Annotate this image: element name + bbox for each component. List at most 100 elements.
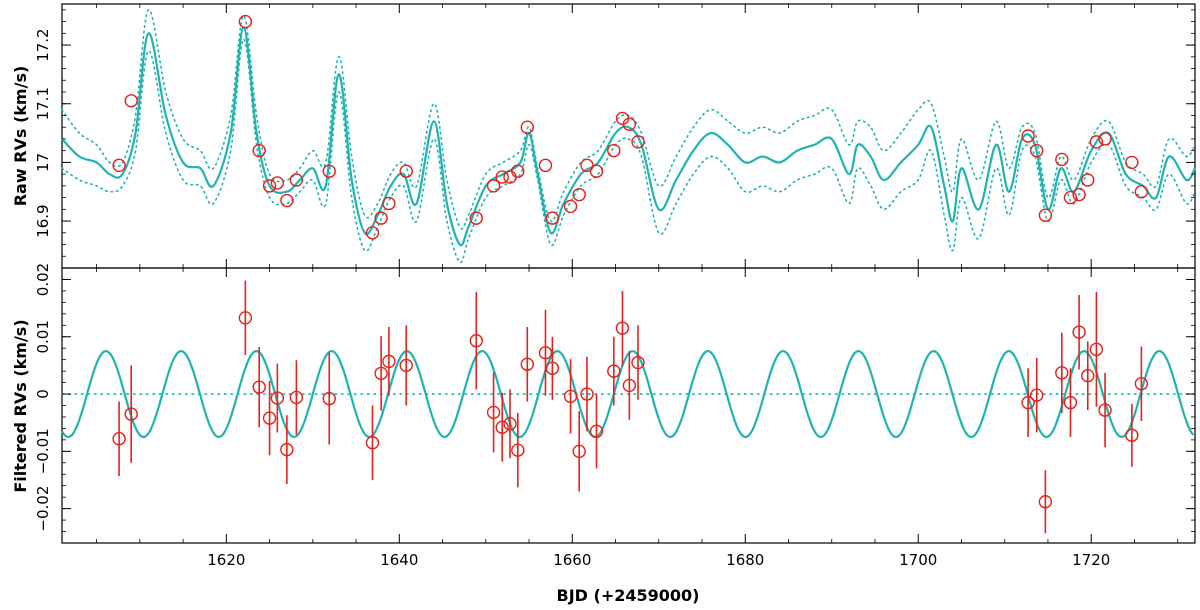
top-panel-y-axis: 16.9 17 17.1 17.2 <box>34 9 1195 257</box>
raw-rv-point <box>1021 129 1035 143</box>
filtered-rv-point <box>622 378 637 393</box>
raw-rv-point <box>374 211 388 225</box>
raw-rv-point <box>580 158 594 173</box>
x-tick-label: 1700 <box>899 551 937 569</box>
raw-rv-point <box>503 170 517 184</box>
filtered-rv-point <box>1072 325 1086 339</box>
top-panel-x-ticks <box>96 4 1179 268</box>
filtered-rv-point <box>289 390 304 405</box>
raw-model-lower-line <box>61 38 1196 264</box>
bottom-ytick-label: −0.01 <box>34 428 52 474</box>
filtered-rv-point <box>322 391 336 406</box>
bottom-panel-y-axis: −0.02 −0.01 0 0.01 0.02 <box>34 263 1195 544</box>
filtered-rv-point <box>589 424 604 438</box>
filtered-rv-point <box>1055 366 1069 380</box>
top-ytick-label: 17.1 <box>34 87 52 120</box>
filtered-rv-point <box>511 443 525 457</box>
raw-rv-point <box>280 193 294 208</box>
raw-model-line <box>61 26 1196 247</box>
raw-rv-point <box>607 143 621 158</box>
raw-rv-point <box>538 158 553 173</box>
filtered-rv-point <box>270 391 285 405</box>
bottom-panel-series <box>61 280 1196 534</box>
top-ytick-label: 17.2 <box>34 28 52 61</box>
raw-rv-point <box>520 120 535 134</box>
filtered-rv-point <box>615 321 630 335</box>
raw-rv-point <box>631 135 645 149</box>
raw-rv-point <box>1134 185 1149 199</box>
filtered-rv-point <box>545 361 560 375</box>
raw-rv-point <box>1098 132 1112 146</box>
top-ytick-label: 16.9 <box>34 204 52 237</box>
raw-rv-point <box>1125 155 1139 170</box>
filtered-rv-point <box>631 355 645 370</box>
filtered-rv-point <box>563 389 578 404</box>
raw-rv-point <box>399 164 413 178</box>
bottom-ytick-label: 0.02 <box>34 263 52 296</box>
raw-rv-point <box>1055 152 1069 167</box>
bottom-ytick-label: 0 <box>34 389 52 399</box>
raw-rv-point <box>1038 208 1053 222</box>
raw-rv-point <box>289 173 304 187</box>
filtered-rv-point <box>607 364 621 378</box>
filtered-rv-point <box>1089 342 1104 357</box>
filtered-rv-point <box>1081 369 1095 383</box>
raw-rv-point <box>252 143 266 158</box>
raw-rv-point <box>1072 187 1086 202</box>
filtered-rv-point <box>382 354 396 369</box>
raw-rv-point <box>262 179 277 193</box>
sinusoid-model-line <box>61 349 1195 439</box>
filtered-rv-point <box>1125 428 1139 442</box>
filtered-rv-point <box>112 432 126 446</box>
filtered-rv-point <box>1098 403 1112 417</box>
bottom-panel-frame <box>61 267 1196 544</box>
filtered-rv-point <box>495 420 509 434</box>
filtered-rv-point <box>374 366 388 381</box>
raw-rv-point <box>1081 173 1095 187</box>
filtered-rv-point <box>520 357 535 371</box>
raw-rv-point <box>1063 190 1078 205</box>
bottom-ytick-label: 0.01 <box>34 320 52 353</box>
x-axis-title: BJD (+2459000) <box>557 586 700 605</box>
filtered-rv-point <box>538 346 553 360</box>
filtered-rv-point <box>280 442 294 457</box>
x-tick-label: 1640 <box>380 551 418 569</box>
top-panel: 16.9 17 17.1 17.2 Raw RVs (km/s) <box>11 3 1196 269</box>
raw-rv-point <box>322 164 336 178</box>
raw-rv-point <box>1030 143 1044 158</box>
x-tick-label: 1720 <box>1072 551 1110 569</box>
bottom-y-axis-title: Filtered RVs (km/s) <box>11 319 30 492</box>
raw-rv-point <box>124 94 138 108</box>
raw-rv-point <box>270 176 285 190</box>
raw-rv-point <box>382 196 396 211</box>
filtered-rv-point <box>1038 495 1053 509</box>
filtered-rv-point <box>1063 395 1078 410</box>
filtered-rv-point <box>252 380 266 394</box>
raw-rv-point <box>622 117 637 131</box>
raw-rv-point <box>238 14 253 29</box>
top-y-axis-title: Raw RVs (km/s) <box>11 66 30 207</box>
raw-rv-point <box>495 170 509 184</box>
filtered-rv-point <box>469 334 483 348</box>
raw-rv-point <box>511 164 525 178</box>
raw-rv-point <box>469 211 483 225</box>
filtered-rv-point <box>238 311 253 325</box>
x-tick-label: 1660 <box>553 551 591 569</box>
raw-rv-point <box>1089 135 1104 149</box>
filtered-rv-point <box>1030 388 1044 402</box>
filtered-rv-point <box>486 405 501 420</box>
raw-rv-point <box>545 211 560 225</box>
raw-rv-point <box>112 158 126 173</box>
filtered-rv-point <box>124 407 138 421</box>
filtered-rv-point <box>365 436 380 450</box>
filtered-rv-point <box>503 417 517 431</box>
top-ytick-label: 17 <box>34 153 52 172</box>
x-tick-label: 1620 <box>207 551 245 569</box>
filtered-rv-point <box>1134 377 1149 391</box>
bottom-panel-x-axis: 1620 1640 1660 1680 1700 1720 <box>96 268 1179 569</box>
raw-model-upper-line <box>61 9 1196 230</box>
raw-rv-point <box>365 226 380 240</box>
filtered-rv-point <box>262 411 277 425</box>
filtered-rv-point <box>580 387 594 401</box>
